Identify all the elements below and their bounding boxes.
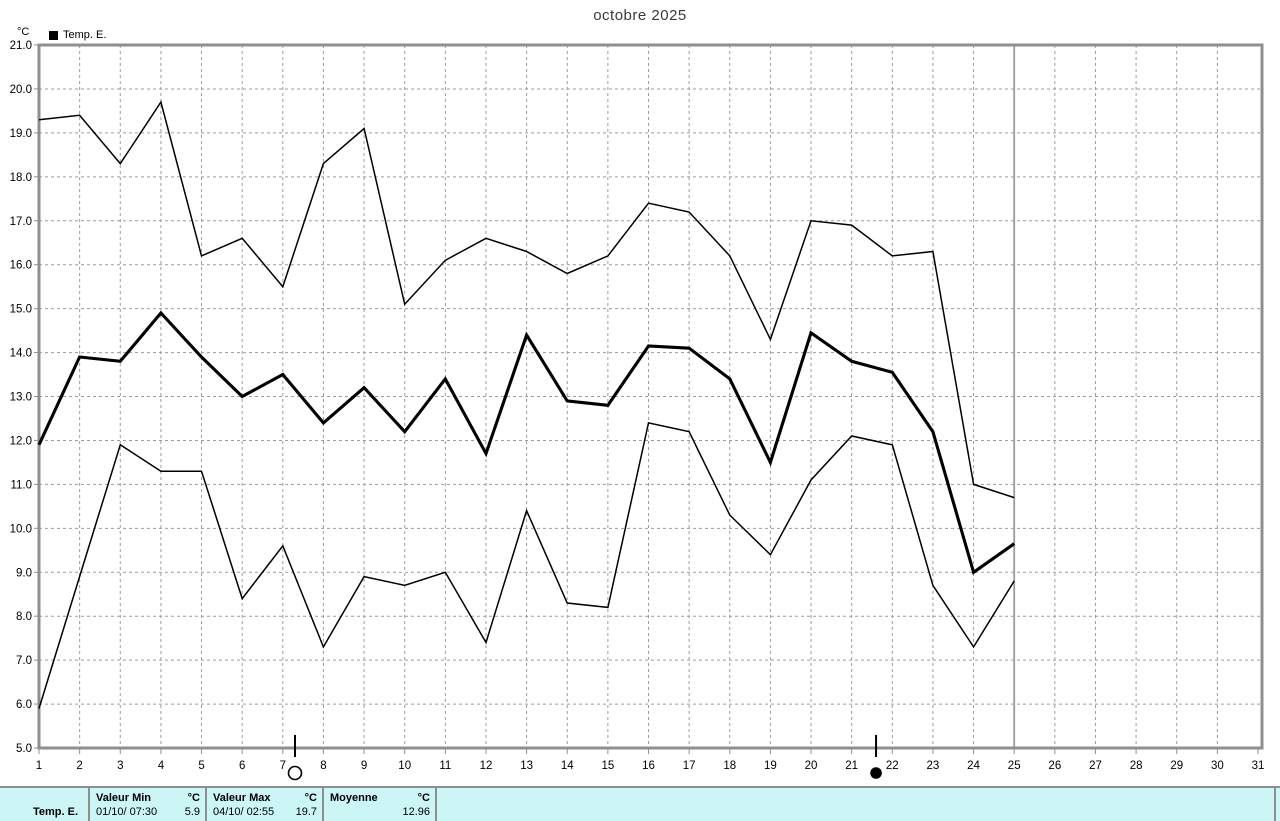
- valeur-max-timestamp: 04/10/ 02:55: [213, 806, 275, 818]
- x-tick-label: 23: [927, 760, 940, 772]
- x-tick-label: 15: [601, 760, 614, 772]
- y-tick-label: 11.0: [10, 479, 32, 491]
- y-tick-label: 6.0: [16, 699, 32, 711]
- legend-label: Temp. E.: [63, 29, 107, 41]
- series-line-temp-mean: [37, 310, 1016, 575]
- x-tick-label: 17: [683, 760, 696, 772]
- x-tick-label: 11: [439, 760, 451, 772]
- x-tick-label: 9: [361, 760, 367, 772]
- y-tick-label: 8.0: [16, 611, 32, 623]
- valeur-min-timestamp: 01/10/ 07:30: [96, 806, 158, 818]
- x-tick-label: 22: [886, 760, 899, 772]
- x-tick-label: 31: [1252, 760, 1265, 772]
- table-edge-cell: [1274, 788, 1280, 821]
- y-axis-unit-label: °C: [17, 26, 30, 38]
- y-tick-label: 18.0: [10, 172, 32, 184]
- valeur-max-value: 19.7: [295, 806, 317, 818]
- x-tick-label: 20: [805, 760, 818, 772]
- y-tick-label: 14.0: [10, 348, 32, 360]
- y-tick-label: 12.0: [10, 435, 32, 447]
- x-tick-label: 24: [967, 760, 980, 772]
- y-tick-label: 5.0: [16, 743, 32, 755]
- y-tick-label: 21.0: [10, 40, 32, 52]
- x-tick-label: 13: [520, 760, 533, 772]
- moyenne-value: 12.96: [402, 806, 430, 818]
- table-col-valeur-max: Valeur Max °C 04/10/ 02:55 19.7: [205, 788, 322, 821]
- x-tick-label: 8: [320, 760, 326, 772]
- x-tick-label: 10: [398, 760, 411, 772]
- x-tick-label: 28: [1130, 760, 1143, 772]
- y-tick-label: 13.0: [10, 392, 32, 404]
- temperature-chart: 5.0 6.0 7.0 8.0 9.0 10.0 11.0 12.0 13.0 14.0 15.0 1…: [10, 40, 1265, 781]
- y-tick-label: 20.0: [10, 84, 32, 96]
- x-tick-label: 3: [117, 760, 123, 772]
- y-tick-label: 7.0: [16, 655, 32, 667]
- y-tick-label: 17.0: [10, 216, 32, 228]
- x-tick-label: 4: [158, 760, 165, 772]
- series-line-temp-max: [38, 100, 1015, 499]
- series-line-temp-min: [38, 422, 1015, 709]
- x-tick-label: 5: [198, 760, 204, 772]
- y-tick-label: 15.0: [10, 304, 32, 316]
- x-tick-label: 6: [239, 760, 245, 772]
- full-moon-icon: [287, 765, 303, 781]
- x-tick-label: 12: [480, 760, 493, 772]
- legend: Temp. E.: [49, 29, 106, 41]
- table-row-label: Temp. E.: [33, 806, 79, 818]
- legend-swatch-icon: [49, 30, 58, 40]
- valeur-max-header: Valeur Max: [213, 792, 271, 804]
- x-tick-label: 18: [723, 760, 736, 772]
- table-row-label-cell: Temp. E.: [0, 788, 88, 821]
- x-tick-label: 21: [845, 760, 858, 772]
- x-tick-label: 16: [642, 760, 655, 772]
- valeur-min-unit: °C: [187, 792, 200, 804]
- table-col-valeur-min: Valeur Min °C 01/10/ 07:30 5.9: [88, 788, 205, 821]
- x-tick-label: 26: [1048, 760, 1061, 772]
- x-tick-label: 30: [1211, 760, 1224, 772]
- summary-table: Temp. E. Valeur Min °C 01/10/ 07:30 5.9 …: [0, 786, 1280, 821]
- moyenne-unit: °C: [417, 792, 430, 804]
- x-tick-label: 2: [76, 760, 82, 772]
- table-filler-cell: [435, 788, 1274, 821]
- chart-title: octobre 2025: [593, 7, 687, 24]
- y-tick-label: 10.0: [10, 523, 32, 535]
- x-tick-label: 7: [280, 760, 286, 772]
- table-col-moyenne: Moyenne °C 12.96: [322, 788, 435, 821]
- y-tick-label: 19.0: [10, 128, 32, 140]
- y-tick-label: 16.0: [10, 260, 32, 272]
- moyenne-header: Moyenne: [330, 792, 378, 804]
- x-tick-label: 19: [764, 760, 777, 772]
- x-tick-label: 27: [1089, 760, 1102, 772]
- y-tick-label: 9.0: [16, 567, 32, 579]
- x-tick-label: 1: [36, 760, 42, 772]
- x-tick-label: 29: [1170, 760, 1183, 772]
- new-moon-icon: [870, 767, 882, 779]
- valeur-max-unit: °C: [304, 792, 317, 804]
- valeur-min-header: Valeur Min: [96, 792, 152, 804]
- x-tick-label: 25: [1008, 760, 1021, 772]
- x-tick-label: 14: [561, 760, 574, 772]
- valeur-min-value: 5.9: [184, 806, 200, 818]
